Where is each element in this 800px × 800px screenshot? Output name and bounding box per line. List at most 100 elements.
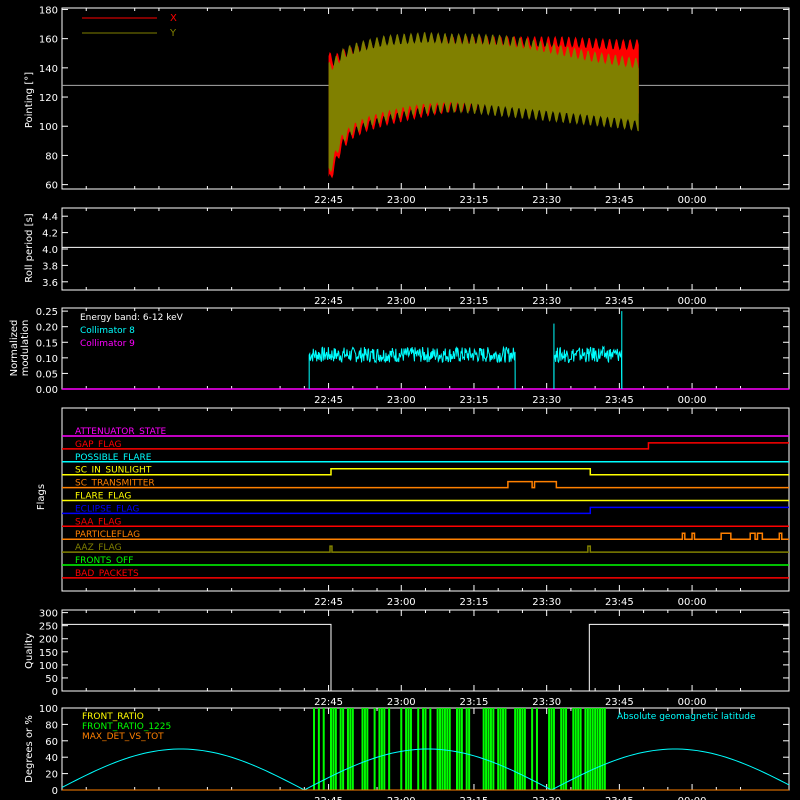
collimator-8-segment [553,345,623,390]
time-tick-label: 23:30 [532,395,561,406]
time-tick-label: 23:45 [605,796,634,800]
legend-x-label: X [170,13,177,24]
time-tick-label: 00:00 [678,296,707,307]
time-tick-label: 23:15 [460,796,489,800]
flag-line [62,545,789,553]
legend-max-det: MAX_DET_VS_TOT [82,732,164,742]
time-tick-label: 22:45 [314,296,343,307]
y-tick-label: 100 [39,661,58,672]
flag-label: FLARE_FLAG [75,492,131,502]
time-tick-label: 00:00 [678,597,707,608]
time-tick-label: 23:30 [532,597,561,608]
time-tick-label: 23:30 [532,296,561,307]
y-tick-label: 20 [45,770,58,781]
flag-label: SAA_FLAG [75,517,121,527]
time-tick-label: 23:00 [387,296,416,307]
ylabel-roll-period: Roll period [s] [24,213,35,282]
ylabel-quality: Quality [24,633,35,669]
time-tick-label: 23:30 [532,697,561,708]
flag-line [62,506,789,515]
y-tick-label: 0.00 [36,385,58,396]
y-tick-label: 0.25 [36,307,58,318]
ylabel-flags: Flags [36,484,47,510]
flag-label: PARTICLEFLAG [75,530,140,540]
flag-label: GAP_FLAG [75,440,121,450]
quality-line [62,623,789,692]
legend-collimator-8: Collimator 8 [80,326,135,336]
time-tick-label: 23:15 [460,296,489,307]
y-tick-label: 160 [39,35,58,46]
time-tick-label: 23:15 [460,597,489,608]
flag-label: ATTENUATOR_STATE [75,427,167,437]
time-tick-label: 22:45 [314,395,343,406]
time-tick-label: 22:45 [314,195,343,206]
flag-line [62,442,789,450]
y-tick-label: 80 [45,151,58,162]
y-tick-label: 0.10 [36,354,58,365]
y-tick-label: 0.05 [36,369,58,380]
y-tick-label: 4.0 [42,245,58,256]
y-tick-label: 250 [39,622,58,633]
y-tick-label: 150 [39,648,58,659]
time-tick-label: 23:30 [532,796,561,800]
y-tick-label: 4.2 [42,229,58,240]
flag-label: FRONTS_OFF [75,556,133,566]
flag-label: SC_TRANSMITTER [75,479,155,489]
flag-line [62,480,789,489]
y-tick-label: 80 [45,720,58,731]
legend-geomag-latitude: Absolute geomagnetic latitude [617,712,756,722]
y-tick-label: 50 [45,674,58,685]
y-tick-label: 3.8 [42,261,58,272]
time-tick-label: 22:45 [314,796,343,800]
ylabel-degrees: Degrees or % [24,715,35,783]
time-tick-label: 23:45 [605,195,634,206]
flag-label: BAD_PACKETS [75,569,139,579]
flag-label: ECLIPSE_FLAG [75,504,139,514]
legend-y-label: Y [169,28,177,39]
energy-band-label: Energy band: 6-12 keV [80,313,184,323]
time-tick-label: 23:45 [605,697,634,708]
time-tick-label: 22:45 [314,597,343,608]
flag-label: AAZ_FLAG [75,543,122,553]
time-tick-label: 00:00 [678,796,707,800]
time-tick-label: 23:15 [460,195,489,206]
time-tick-label: 00:00 [678,395,707,406]
flag-label: SC_IN_SUNLIGHT [75,466,152,476]
y-tick-label: 140 [39,64,58,75]
time-tick-label: 23:00 [387,796,416,800]
time-tick-label: 23:00 [387,195,416,206]
legend-front-ratio-1225: FRONT_RATIO_1225 [82,722,171,732]
time-tick-label: 23:00 [387,597,416,608]
y-tick-label: 0.20 [36,323,58,334]
time-tick-label: 23:00 [387,395,416,406]
legend-front-ratio: FRONT_RATIO [82,712,144,722]
pointing-band-y [328,31,639,173]
flag-line [62,532,789,540]
time-tick-label: 23:45 [605,395,634,406]
time-tick-label: 23:30 [532,195,561,206]
flag-label: POSSIBLE_FLARE [75,453,152,463]
y-tick-label: 100 [39,704,58,715]
time-tick-label: 22:45 [314,697,343,708]
flag-line [62,467,789,476]
legend-collimator-9: Collimator 9 [80,339,135,349]
ylabel-modulation: modulation [20,320,31,377]
time-tick-label: 23:45 [605,597,634,608]
y-tick-label: 4.4 [42,212,58,223]
y-tick-label: 200 [39,635,58,646]
geomagnetic-latitude-line [61,748,790,791]
time-tick-label: 00:00 [678,195,707,206]
time-tick-label: 23:15 [460,697,489,708]
y-tick-label: 3.6 [42,278,58,289]
time-tick-label: 23:15 [460,395,489,406]
y-tick-label: 120 [39,93,58,104]
y-tick-label: 60 [45,181,58,192]
time-tick-label: 23:45 [605,296,634,307]
y-tick-label: 180 [39,5,58,16]
time-tick-label: 00:00 [678,697,707,708]
y-tick-label: 40 [45,753,58,764]
y-tick-label: 100 [39,122,58,133]
ylabel-pointing: Pointing [°] [24,72,35,128]
